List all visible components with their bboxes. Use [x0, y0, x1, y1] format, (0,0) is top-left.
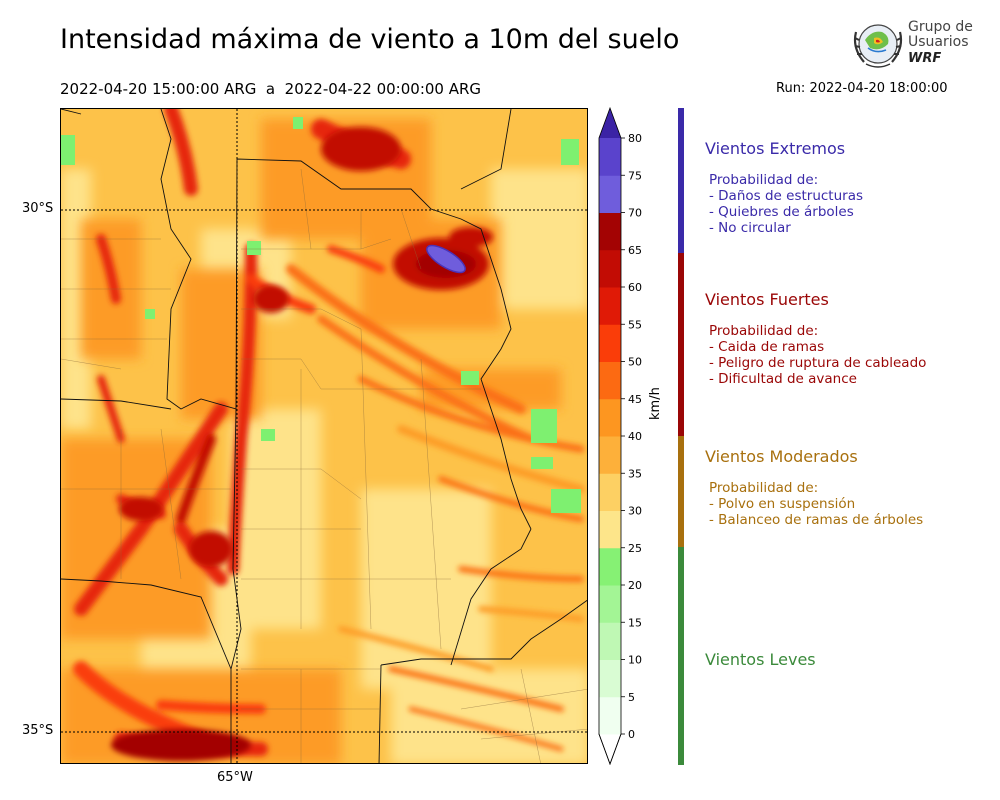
colorbar-block	[599, 622, 621, 660]
colorbar-block	[599, 361, 621, 400]
globe-laurel-icon	[853, 24, 903, 68]
colorbar-block	[599, 287, 621, 325]
colorbar-tick-label: 20	[628, 579, 642, 592]
colorbar-over-extension	[599, 108, 621, 138]
forecast-period: 2022-04-20 15:00:00 ARG a 2022-04-22 00:…	[60, 80, 482, 98]
extreme-category-bar	[678, 108, 684, 253]
wind-streaks	[286, 264, 585, 752]
colorbar-tick-label: 10	[628, 654, 642, 667]
department-boundaries	[61, 168, 587, 763]
light-category-bar	[678, 547, 684, 765]
category-description-moderate: Probabilidad de: - Polvo en suspensión -…	[709, 480, 924, 528]
colorbar-under-extension	[598, 733, 622, 766]
colorbar-tick-label: 60	[628, 281, 642, 294]
light-wind-patches	[61, 117, 581, 513]
colorbar-block	[599, 436, 621, 474]
logo-text-wrf: WRF	[908, 51, 942, 66]
category-title-light: Vientos Leves	[705, 650, 816, 669]
colorbar-block	[599, 398, 621, 437]
colorbar-tick-label: 40	[628, 430, 642, 443]
colorbar-tick-label: 45	[628, 393, 642, 406]
category-description-extreme: Probabilidad de: - Daños de estructuras …	[709, 172, 864, 236]
colorbar-block	[599, 212, 621, 251]
logo-text-usuarios: Usuarios	[908, 34, 969, 50]
category-description-strong: Probabilidad de: - Caida de ramas - Peli…	[709, 323, 927, 387]
colorbar-tick-label: 65	[628, 244, 642, 257]
lat-label-30s: 30°S	[22, 201, 54, 216]
category-title-moderate: Vientos Moderados	[705, 447, 858, 466]
colorbar-tick-label: 50	[628, 356, 642, 369]
colorbar-tick-label: 35	[628, 467, 642, 480]
colorbar-tick-label: 70	[628, 207, 642, 220]
extreme-wind-core	[426, 244, 466, 274]
colorbar-block	[599, 696, 621, 735]
colorbar-block	[599, 249, 621, 288]
wind-map	[60, 108, 588, 764]
colorbar-block	[599, 175, 621, 213]
colorbar-block	[599, 547, 621, 586]
colorbar-block	[599, 510, 621, 549]
colorbar-block	[599, 138, 621, 176]
colorbar-tick-label: 0	[628, 728, 635, 741]
colorbar-tick-label: 55	[628, 318, 642, 331]
grupo-usuarios-wrf-logo: Grupo de Usuarios WRF	[850, 18, 973, 72]
model-run-time: Run: 2022-04-20 18:00:00	[776, 81, 948, 96]
wind-speed-colorbar: 0 5 10 15 20 25 30 35 40 45 50 55 60 65 70 75 80	[598, 106, 642, 766]
wind-field-map	[61, 109, 587, 763]
lon-label-65w: 65°W	[217, 770, 253, 785]
moderate-category-bar	[678, 436, 684, 547]
colorbar-tick-label: 25	[628, 542, 642, 555]
colorbar-tick-label: 5	[628, 691, 635, 704]
colorbar-tick-label: 80	[628, 132, 642, 145]
colorbar-tick-label: 15	[628, 616, 642, 629]
colorbar-unit-label: km/h	[648, 387, 663, 420]
colorbar-tick-label: 75	[628, 169, 642, 182]
colorbar-block	[599, 473, 621, 511]
strong-category-bar	[678, 253, 684, 436]
chart-title: Intensidad máxima de viento a 10m del su…	[60, 24, 680, 55]
graticule	[61, 109, 587, 763]
province-boundaries	[61, 109, 587, 763]
colorbar-block	[599, 585, 621, 623]
category-title-extreme: Vientos Extremos	[705, 139, 846, 158]
colorbar-block	[599, 659, 621, 698]
category-title-strong: Vientos Fuertes	[705, 290, 829, 309]
colorbar-tick-label: 30	[628, 505, 642, 518]
logo-text-grupo: Grupo de	[908, 19, 973, 35]
lat-label-35s: 35°S	[22, 723, 54, 738]
colorbar-block	[599, 324, 621, 362]
